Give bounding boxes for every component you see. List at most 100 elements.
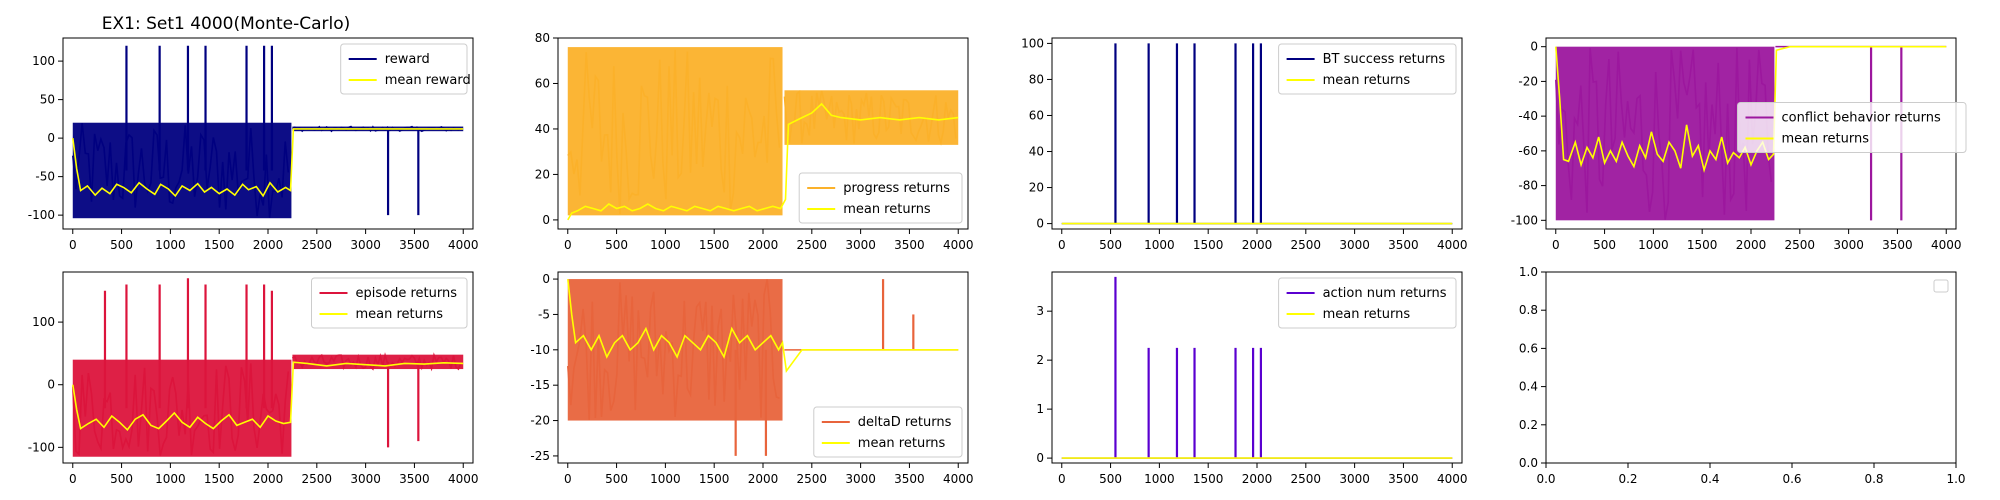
legend-label: BT success returns	[1323, 52, 1446, 67]
raw-trace	[72, 123, 290, 218]
x-tick-label: 2500	[302, 238, 333, 252]
x-tick-label: 500	[605, 472, 628, 486]
subplot-4: 0 500 1000 1500 2000 2500 3000 3500 4000 -100 -80 -…	[1511, 37, 1967, 252]
subplot-1: 0 500 1000 1500 2000 2500 3000 3500 4000 -100 -50 0…	[28, 37, 479, 252]
y-tick-label: 1.0	[1519, 265, 1538, 279]
subplot-3: 0 500 1000 1500 2000 2500 3000 3500 4000 0 20 40 60 8…	[1021, 36, 1467, 252]
y-tick-label: -100	[28, 208, 55, 222]
legend-label: reward	[385, 52, 430, 67]
x-tick-label: 2500	[797, 238, 828, 252]
x-tick-label: 3500	[399, 472, 430, 486]
y-tick-label: -50	[35, 170, 55, 184]
y-tick-label: -20	[1518, 74, 1538, 88]
legend-box	[1737, 102, 1967, 153]
legend-box	[798, 172, 963, 224]
x-tick-label: 1500	[1193, 238, 1224, 252]
legend-label: action num returns	[1323, 286, 1447, 301]
y-tick-label: 0	[1036, 451, 1044, 465]
x-tick-label: 0.6	[1782, 472, 1801, 486]
x-tick-label: 0	[564, 238, 572, 252]
x-tick-label: 2000	[253, 472, 284, 486]
y-tick-label: 2	[1036, 353, 1044, 367]
x-tick-label: 4000	[448, 238, 479, 252]
x-tick-label: 1000	[155, 238, 186, 252]
x-tick-label: 1000	[155, 472, 186, 486]
legend-label: deltaD returns	[858, 415, 952, 430]
legend: BT success returns mean returns	[1278, 43, 1457, 95]
x-tick-label: 3000	[350, 472, 381, 486]
x-tick-label: 1.0	[1946, 472, 1965, 486]
x-tick-label: 1500	[699, 238, 730, 252]
subplots-grid: 0 500 1000 1500 2000 2500 3000 3500 4000-100-500…	[28, 31, 1967, 486]
x-tick-label: 1500	[699, 472, 730, 486]
series-mean-line	[567, 102, 959, 221]
y-tick-label: 0.6	[1519, 341, 1538, 355]
axes-frame	[1545, 271, 1957, 464]
y-tick-label: 40	[535, 122, 550, 136]
y-tick-label: 0	[47, 378, 55, 392]
x-tick-label: 3000	[845, 472, 876, 486]
x-tick-label: 3500	[894, 238, 925, 252]
figure-title: EX1: Set1 4000(Monte-Carlo)	[102, 14, 351, 34]
x-tick-label: 2500	[302, 472, 333, 486]
y-tick-label: 20	[1029, 181, 1044, 195]
y-tick-label: 1	[1036, 402, 1044, 416]
x-tick-label: 2500	[1291, 472, 1322, 486]
x-tick-label: 2000	[1736, 238, 1767, 252]
legend-label: mean returns	[1323, 307, 1411, 322]
y-tick-label: 100	[1021, 36, 1044, 50]
plot-area	[1061, 43, 1453, 225]
x-tick-label: 500	[1593, 238, 1616, 252]
plot-area	[567, 47, 959, 221]
x-tick-label: 2500	[1785, 238, 1816, 252]
legend: episode returns mean returns	[311, 277, 468, 329]
legend: conflict behavior returns mean returns	[1737, 102, 1967, 153]
x-tick-label: 4000	[1437, 472, 1468, 486]
x-tick-label: 0.4	[1700, 472, 1719, 486]
y-tick-label: -25	[530, 449, 550, 463]
plot-area	[1061, 276, 1453, 459]
y-tick-label: 80	[535, 31, 550, 45]
x-tick-label: 1500	[204, 472, 235, 486]
x-tick-label: 3000	[1339, 472, 1370, 486]
series-reward	[72, 45, 464, 219]
y-tick-label: -20	[530, 414, 550, 428]
y-tick-label: -80	[1518, 179, 1538, 193]
y-tick-label: 0.0	[1519, 456, 1538, 470]
subplot-7: 0 500 1000 1500 2000 2500 3000 3500 4000 0 1 2 3 acti…	[1036, 271, 1468, 486]
legend-box	[813, 406, 963, 458]
series-episode-returns	[72, 278, 464, 457]
plot-area	[567, 279, 959, 456]
legend-empty	[1933, 279, 1949, 293]
legend-label: mean reward	[385, 73, 471, 88]
x-tick-label: 0.0	[1536, 472, 1555, 486]
x-tick-label: 0.2	[1618, 472, 1637, 486]
legend: reward mean reward	[340, 43, 471, 95]
y-tick-label: 0.4	[1519, 380, 1538, 394]
x-tick-label: 3500	[399, 238, 430, 252]
x-tick-label: 4000	[943, 472, 974, 486]
y-tick-label: -5	[538, 307, 550, 321]
x-tick-label: 1000	[1144, 472, 1175, 486]
subplot-5: 0 500 1000 1500 2000 2500 3000 3500 4000 -100 0 100…	[28, 271, 479, 486]
raw-trace	[291, 352, 462, 372]
x-tick-label: 1500	[1687, 238, 1718, 252]
legend-label: mean returns	[858, 436, 946, 451]
x-tick-label: 4000	[1931, 238, 1962, 252]
y-tick-label: 100	[32, 54, 55, 68]
subplot-6: 0 500 1000 1500 2000 2500 3000 3500 4000 -25 -20 -1…	[530, 271, 974, 486]
x-tick-label: 2000	[253, 238, 284, 252]
legend-label: mean returns	[356, 307, 444, 322]
raw-trace	[72, 363, 290, 457]
x-tick-label: 2500	[797, 472, 828, 486]
x-tick-label: 2000	[748, 238, 779, 252]
legend-box	[311, 277, 468, 329]
series-mean-line	[72, 361, 464, 432]
y-tick-label: 80	[1029, 72, 1044, 86]
x-tick-label: 0	[69, 238, 77, 252]
y-tick-label: 3	[1036, 304, 1044, 318]
raw-trace	[567, 49, 781, 215]
legend: action num returns mean returns	[1278, 277, 1457, 329]
y-tick-label: 100	[32, 315, 55, 329]
y-tick-label: 0	[542, 272, 550, 286]
